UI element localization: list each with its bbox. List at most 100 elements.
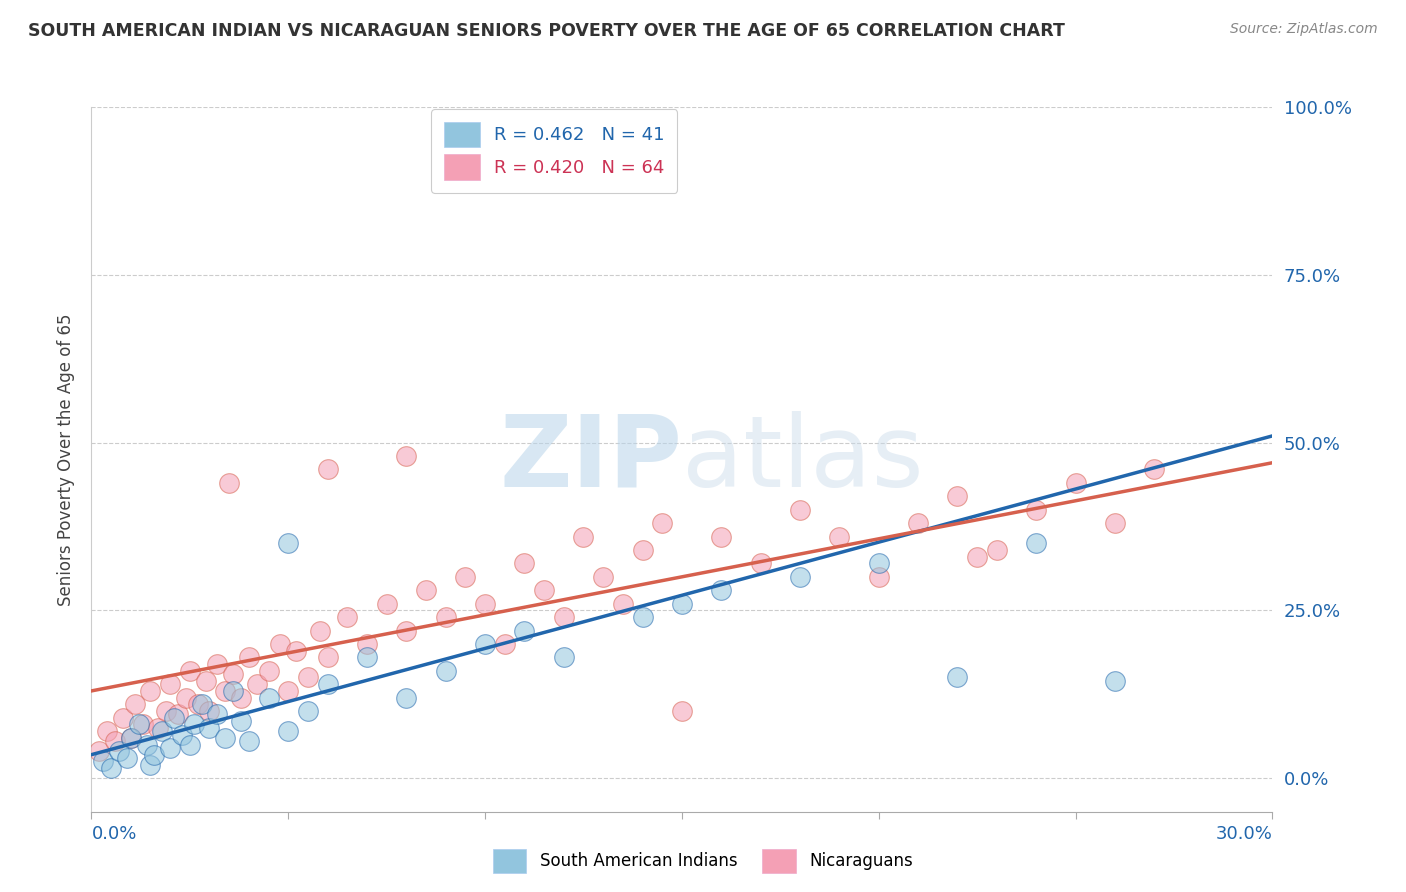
Point xyxy=(214,684,236,698)
Text: SOUTH AMERICAN INDIAN VS NICARAGUAN SENIORS POVERTY OVER THE AGE OF 65 CORRELATI: SOUTH AMERICAN INDIAN VS NICARAGUAN SENI… xyxy=(28,22,1064,40)
Point xyxy=(131,717,153,731)
Point xyxy=(148,721,170,735)
Point xyxy=(104,734,127,748)
Point xyxy=(710,530,733,544)
Point xyxy=(592,570,614,584)
Text: Source: ZipAtlas.com: Source: ZipAtlas.com xyxy=(1230,22,1378,37)
Point xyxy=(187,698,209,712)
Point xyxy=(246,677,269,691)
Point xyxy=(395,624,418,638)
Point xyxy=(434,610,457,624)
Point xyxy=(174,690,197,705)
Point xyxy=(297,671,319,685)
Point xyxy=(868,557,890,571)
Point xyxy=(190,698,212,712)
Text: 0.0%: 0.0% xyxy=(91,825,136,843)
Point xyxy=(257,690,280,705)
Point xyxy=(111,711,134,725)
Point xyxy=(1104,673,1126,688)
Point xyxy=(277,536,299,550)
Point xyxy=(710,583,733,598)
Point xyxy=(631,610,654,624)
Point xyxy=(789,502,811,516)
Point xyxy=(120,731,142,745)
Point xyxy=(159,677,181,691)
Point xyxy=(828,530,851,544)
Point xyxy=(108,744,131,758)
Point xyxy=(316,462,339,476)
Text: ZIP: ZIP xyxy=(499,411,682,508)
Point xyxy=(868,570,890,584)
Point xyxy=(238,734,260,748)
Point xyxy=(128,717,150,731)
Point xyxy=(229,714,252,728)
Point xyxy=(336,610,359,624)
Point xyxy=(631,543,654,558)
Point xyxy=(100,761,122,775)
Point xyxy=(277,724,299,739)
Point xyxy=(218,475,240,490)
Point xyxy=(749,557,772,571)
Point xyxy=(986,543,1008,558)
Point xyxy=(183,717,205,731)
Point xyxy=(553,650,575,665)
Point xyxy=(155,704,177,718)
Point xyxy=(214,731,236,745)
Point xyxy=(139,757,162,772)
Point xyxy=(1025,536,1047,550)
Point xyxy=(229,690,252,705)
Point xyxy=(789,570,811,584)
Point xyxy=(167,707,190,722)
Text: 30.0%: 30.0% xyxy=(1216,825,1272,843)
Point xyxy=(946,489,969,503)
Point xyxy=(671,704,693,718)
Point xyxy=(170,727,193,741)
Point xyxy=(1025,502,1047,516)
Point xyxy=(572,530,595,544)
Point xyxy=(207,707,229,722)
Point xyxy=(1104,516,1126,530)
Point xyxy=(297,704,319,718)
Point xyxy=(198,721,221,735)
Point xyxy=(179,664,201,678)
Point xyxy=(415,583,437,598)
Point xyxy=(612,597,634,611)
Point xyxy=(269,637,291,651)
Point xyxy=(513,557,536,571)
Point xyxy=(356,650,378,665)
Legend: R = 0.462   N = 41, R = 0.420   N = 64: R = 0.462 N = 41, R = 0.420 N = 64 xyxy=(432,109,678,193)
Point xyxy=(238,650,260,665)
Point xyxy=(513,624,536,638)
Point xyxy=(120,731,142,745)
Point xyxy=(966,549,988,564)
Point xyxy=(533,583,555,598)
Point xyxy=(194,673,217,688)
Point xyxy=(150,724,173,739)
Text: atlas: atlas xyxy=(682,411,924,508)
Point xyxy=(316,650,339,665)
Point xyxy=(375,597,398,611)
Point xyxy=(474,637,496,651)
Y-axis label: Seniors Poverty Over the Age of 65: Seniors Poverty Over the Age of 65 xyxy=(56,313,75,606)
Point xyxy=(316,677,339,691)
Point xyxy=(222,667,245,681)
Point xyxy=(308,624,330,638)
Point xyxy=(1064,475,1087,490)
Point xyxy=(222,684,245,698)
Point xyxy=(474,597,496,611)
Point xyxy=(179,738,201,752)
Point xyxy=(91,755,114,769)
Point xyxy=(454,570,477,584)
Point xyxy=(395,449,418,463)
Point xyxy=(434,664,457,678)
Point xyxy=(89,744,111,758)
Point xyxy=(494,637,516,651)
Point xyxy=(139,684,162,698)
Point xyxy=(651,516,673,530)
Point xyxy=(946,671,969,685)
Legend: South American Indians, Nicaraguans: South American Indians, Nicaraguans xyxy=(486,842,920,880)
Point xyxy=(115,751,138,765)
Point xyxy=(395,690,418,705)
Point xyxy=(671,597,693,611)
Point xyxy=(356,637,378,651)
